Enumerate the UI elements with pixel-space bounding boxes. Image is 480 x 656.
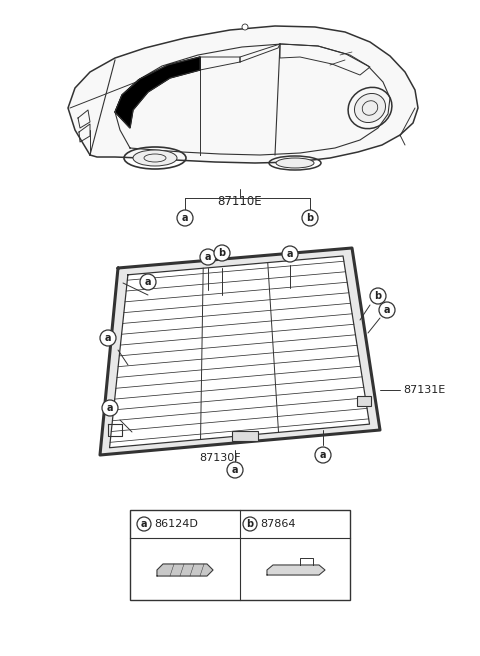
Text: a: a <box>232 465 238 475</box>
Circle shape <box>370 288 386 304</box>
Circle shape <box>315 447 331 463</box>
Ellipse shape <box>354 93 385 123</box>
Text: b: b <box>218 248 226 258</box>
Text: a: a <box>384 305 390 315</box>
Text: 87864: 87864 <box>260 519 296 529</box>
Polygon shape <box>267 565 325 575</box>
Text: 86124D: 86124D <box>154 519 198 529</box>
Polygon shape <box>109 256 370 448</box>
Text: 87110E: 87110E <box>218 195 262 208</box>
Polygon shape <box>68 26 418 163</box>
Text: b: b <box>306 213 313 223</box>
Polygon shape <box>100 248 380 455</box>
Text: a: a <box>182 213 188 223</box>
Text: a: a <box>145 277 151 287</box>
Circle shape <box>242 24 248 30</box>
Circle shape <box>200 249 216 265</box>
Bar <box>231 431 258 441</box>
Ellipse shape <box>276 158 314 168</box>
Text: b: b <box>374 291 382 301</box>
Bar <box>130 510 350 600</box>
Circle shape <box>177 210 193 226</box>
Circle shape <box>227 462 243 478</box>
Circle shape <box>102 400 118 416</box>
Bar <box>357 396 371 406</box>
Circle shape <box>302 210 318 226</box>
Text: a: a <box>287 249 293 259</box>
Text: a: a <box>205 252 211 262</box>
Circle shape <box>214 245 230 261</box>
Text: a: a <box>107 403 113 413</box>
Polygon shape <box>115 57 200 128</box>
Text: a: a <box>141 519 147 529</box>
Text: 87130F: 87130F <box>199 453 241 463</box>
Text: a: a <box>320 450 326 460</box>
Circle shape <box>379 302 395 318</box>
Text: b: b <box>246 519 253 529</box>
Ellipse shape <box>133 150 177 166</box>
Text: 87131E: 87131E <box>403 385 445 395</box>
Text: a: a <box>105 333 111 343</box>
Circle shape <box>140 274 156 290</box>
Polygon shape <box>157 564 213 576</box>
Circle shape <box>137 517 151 531</box>
Circle shape <box>243 517 257 531</box>
Circle shape <box>100 330 116 346</box>
Circle shape <box>282 246 298 262</box>
